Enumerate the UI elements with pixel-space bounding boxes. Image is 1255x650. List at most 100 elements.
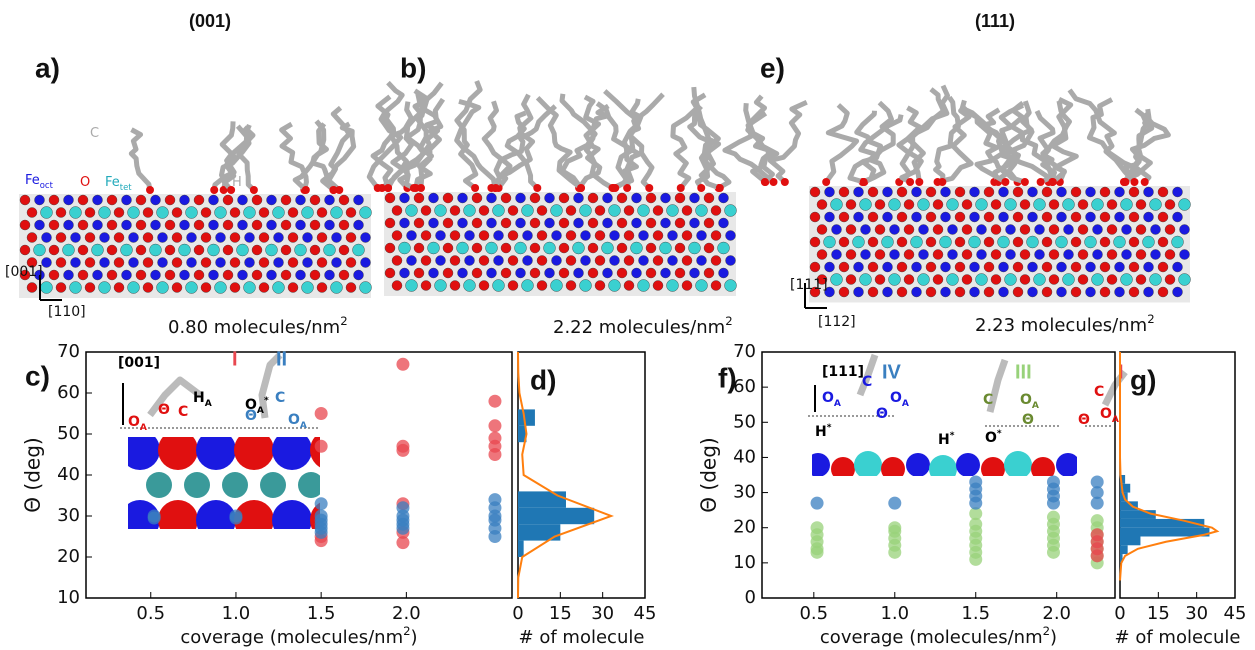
direction-label: [111]	[790, 277, 828, 293]
y-tick-label: 60	[733, 376, 756, 397]
atom	[243, 206, 256, 219]
atom	[244, 257, 255, 268]
atom	[816, 199, 828, 210]
atom	[336, 472, 362, 498]
atom	[1143, 286, 1154, 298]
atom	[413, 267, 425, 279]
atom	[551, 230, 562, 241]
y-tick-label: 70	[57, 341, 80, 362]
bar	[1120, 536, 1141, 546]
atom	[558, 192, 570, 204]
atom	[975, 198, 988, 211]
coverage-label-part: 2	[725, 314, 732, 328]
atom	[156, 206, 169, 219]
atom	[623, 230, 635, 241]
atom	[251, 194, 263, 206]
atom	[859, 198, 872, 211]
atom	[442, 217, 454, 229]
x-axis-label: coverage (molecules/nm2)	[180, 624, 417, 649]
point	[969, 552, 983, 566]
atom	[594, 230, 606, 241]
atom	[164, 194, 176, 206]
atom	[464, 255, 475, 266]
atom-label-part: H	[232, 175, 242, 190]
atom	[1085, 286, 1096, 298]
atom	[384, 217, 396, 229]
inset-label-part: C	[275, 390, 285, 406]
atom	[1114, 286, 1125, 298]
atom	[573, 267, 584, 279]
atom	[888, 198, 901, 211]
atom	[420, 280, 432, 291]
atom	[500, 267, 512, 279]
atom	[258, 232, 270, 243]
atom	[62, 243, 75, 257]
atom	[142, 232, 154, 243]
molecule	[279, 121, 309, 191]
panel-label: g)	[1130, 364, 1156, 395]
direction-label: [112]	[818, 314, 856, 330]
atom	[63, 269, 74, 281]
atom	[1113, 235, 1126, 249]
inset-label-part: Θ	[245, 408, 257, 424]
atom	[1063, 224, 1074, 235]
atom	[594, 255, 606, 266]
atom	[983, 286, 995, 298]
atom	[968, 235, 981, 249]
molecule	[493, 93, 536, 189]
anchor-oxygen	[859, 178, 868, 186]
x-tick-label: 2.0	[1042, 603, 1071, 624]
atom	[258, 257, 270, 268]
atom	[881, 457, 905, 476]
atom	[135, 244, 147, 256]
atom	[391, 205, 403, 216]
atom	[214, 206, 227, 219]
atom	[695, 204, 708, 217]
atom	[287, 232, 299, 243]
atom	[207, 243, 220, 257]
atom	[449, 205, 461, 216]
atom	[1077, 249, 1089, 260]
atom	[63, 194, 74, 206]
atom	[63, 219, 74, 231]
point	[888, 496, 902, 510]
point	[314, 439, 328, 453]
atom	[645, 242, 657, 254]
atom	[128, 437, 160, 470]
atom	[689, 267, 700, 279]
bar	[518, 409, 535, 426]
atom	[353, 269, 364, 281]
anchor-oxygen	[577, 184, 586, 192]
atom	[295, 269, 306, 281]
atom	[631, 217, 642, 229]
atom	[550, 279, 563, 292]
atom	[1149, 273, 1162, 286]
inset-label-part: *	[950, 431, 955, 441]
atom	[294, 243, 307, 257]
atom	[19, 219, 31, 231]
atom	[193, 269, 205, 281]
anchor-oxygen	[1020, 178, 1029, 186]
atom	[41, 257, 52, 268]
atom	[852, 235, 865, 249]
atom	[193, 244, 205, 256]
anchor-oxygen	[533, 184, 542, 192]
x-tick-label: 0.5	[136, 603, 165, 624]
atom	[710, 230, 722, 241]
atom	[272, 437, 312, 470]
atom	[77, 244, 89, 256]
atom	[1048, 274, 1060, 285]
atom	[1070, 186, 1082, 198]
atom	[196, 500, 236, 529]
bar	[518, 524, 561, 541]
atom	[1034, 224, 1045, 235]
atom	[594, 205, 606, 216]
atom	[406, 230, 417, 241]
molecule	[974, 100, 1025, 185]
atom	[243, 281, 256, 294]
atom	[164, 219, 176, 231]
atom	[492, 279, 505, 292]
atom	[515, 267, 526, 279]
inset-label-part: *	[997, 429, 1002, 439]
atom	[338, 219, 350, 231]
